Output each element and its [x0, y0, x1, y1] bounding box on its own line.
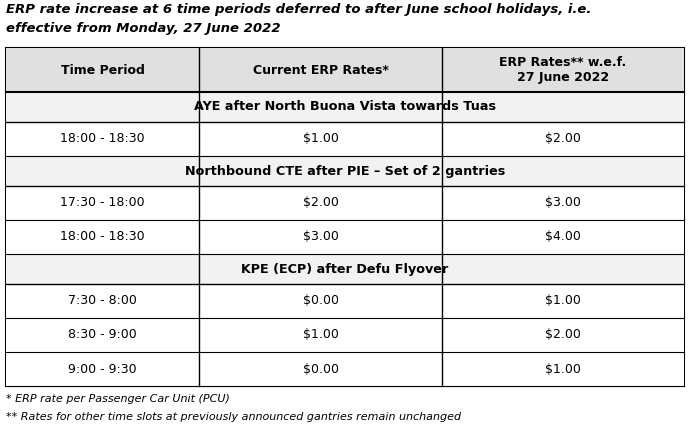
- Text: 18:00 - 18:30: 18:00 - 18:30: [60, 231, 145, 243]
- Text: Current ERP Rates*: Current ERP Rates*: [253, 64, 388, 76]
- Text: AYE after North Buona Vista towards Tuas: AYE after North Buona Vista towards Tuas: [194, 101, 496, 113]
- Bar: [6, 254, 684, 284]
- Bar: [6, 186, 684, 220]
- Text: ** Rates for other time slots at previously announced gantries remain unchanged: ** Rates for other time slots at previou…: [6, 412, 461, 422]
- Bar: [6, 318, 684, 352]
- Text: 18:00 - 18:30: 18:00 - 18:30: [60, 133, 145, 146]
- Bar: [6, 48, 684, 92]
- Text: $3.00: $3.00: [545, 197, 581, 210]
- Text: $4.00: $4.00: [545, 231, 581, 243]
- Bar: [6, 122, 684, 156]
- Text: KPE (ECP) after Defu Flyover: KPE (ECP) after Defu Flyover: [241, 262, 448, 276]
- Bar: [6, 284, 684, 318]
- Text: ERP Rates** w.e.f.
27 June 2022: ERP Rates** w.e.f. 27 June 2022: [500, 56, 627, 84]
- Text: $3.00: $3.00: [303, 231, 339, 243]
- Bar: [6, 48, 684, 386]
- Text: effective from Monday, 27 June 2022: effective from Monday, 27 June 2022: [6, 22, 281, 35]
- Text: 7:30 - 8:00: 7:30 - 8:00: [68, 294, 137, 307]
- Text: 9:00 - 9:30: 9:00 - 9:30: [68, 362, 137, 375]
- Text: $0.00: $0.00: [303, 294, 339, 307]
- Text: $1.00: $1.00: [303, 328, 339, 341]
- Text: $1.00: $1.00: [545, 294, 581, 307]
- Bar: [6, 352, 684, 386]
- Text: 17:30 - 18:00: 17:30 - 18:00: [60, 197, 145, 210]
- Text: $1.00: $1.00: [303, 133, 339, 146]
- Text: Northbound CTE after PIE – Set of 2 gantries: Northbound CTE after PIE – Set of 2 gant…: [185, 164, 505, 177]
- Text: * ERP rate per Passenger Car Unit (PCU): * ERP rate per Passenger Car Unit (PCU): [6, 394, 230, 404]
- Text: $2.00: $2.00: [545, 133, 581, 146]
- Text: Time Period: Time Period: [61, 64, 144, 76]
- Text: ERP rate increase at 6 time periods deferred to after June school holidays, i.e.: ERP rate increase at 6 time periods defe…: [6, 3, 591, 16]
- Text: $2.00: $2.00: [303, 197, 339, 210]
- Text: 8:30 - 9:00: 8:30 - 9:00: [68, 328, 137, 341]
- Bar: [6, 220, 684, 254]
- Bar: [6, 156, 684, 186]
- Text: $1.00: $1.00: [545, 362, 581, 375]
- Bar: [6, 92, 684, 122]
- Text: $0.00: $0.00: [303, 362, 339, 375]
- Text: $2.00: $2.00: [545, 328, 581, 341]
